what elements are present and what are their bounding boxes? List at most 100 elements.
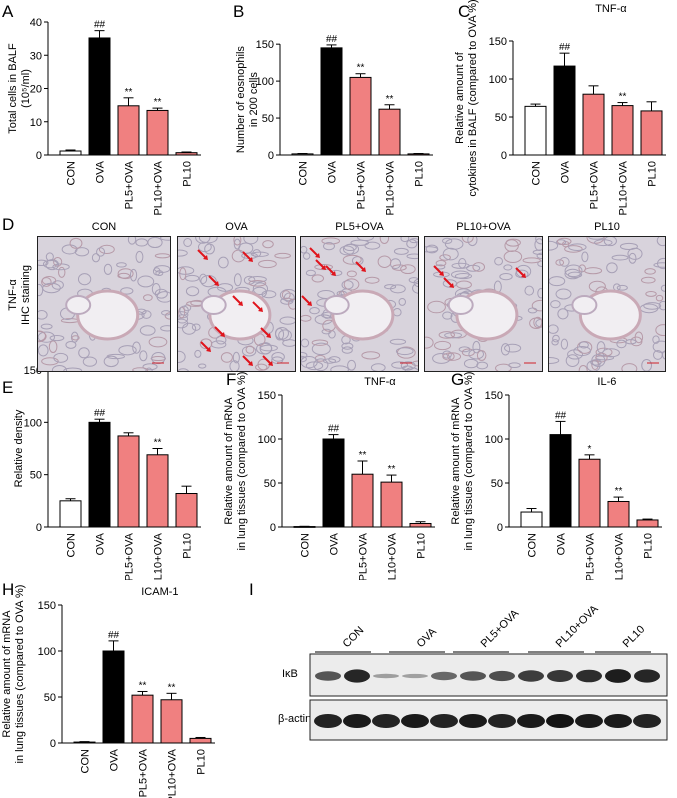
tissue-cell (195, 237, 211, 244)
vessel (200, 295, 227, 315)
tissue-cell (275, 328, 285, 341)
tissue-cell (588, 280, 606, 293)
y-tick-label: 50 (262, 113, 274, 125)
tissue-cell (660, 284, 665, 292)
tissue-cell (127, 237, 137, 245)
tissue-cell (652, 335, 660, 344)
category-label: OVA (95, 160, 107, 183)
y-tick-label: 30 (30, 50, 42, 62)
chart-g-il6-mrna: 0 50 100 150 Relative amount of mRNAin lung … (450, 372, 662, 580)
tissue-cell (377, 255, 392, 268)
ikb-band (373, 673, 399, 679)
tissue-cell (38, 283, 44, 297)
tissue-cell (317, 290, 335, 299)
tissue-cell (98, 244, 115, 255)
tissue-cell (142, 363, 158, 371)
tissue-cell (301, 356, 318, 369)
tissue-cell (153, 265, 170, 273)
tissue-cell (139, 325, 156, 336)
tissue-cell (321, 328, 332, 335)
tissue-cell (643, 302, 662, 310)
tissue-cell (45, 259, 60, 271)
staining-arrow (443, 277, 453, 287)
tissue-cell (524, 285, 535, 296)
tissue-cell (535, 318, 542, 328)
panel-letter-h: H (2, 580, 15, 599)
ihc-image (177, 236, 296, 372)
chart-f-tnf-mrna: 0 50 100 150 Relative amount of mRNAin lung … (223, 372, 435, 580)
bar (117, 435, 140, 528)
staining-arrow (515, 267, 525, 277)
tissue-cell (245, 345, 255, 354)
ihc-title: PL10+OVA (456, 221, 511, 233)
blot-row-label-ikb: IκB (282, 668, 298, 680)
ihc-tissue (425, 237, 542, 371)
tissue-cell (398, 297, 406, 306)
staining-arrow-head (220, 332, 225, 337)
tissue-cell (425, 244, 439, 254)
chart-title: TNF-α (364, 376, 396, 388)
tissue-cell (393, 247, 409, 255)
tissue-cell (411, 360, 418, 367)
staining-arrow (200, 341, 210, 351)
tissue-cell (311, 342, 331, 356)
tissue-cell (38, 344, 49, 357)
tissue-cell (508, 362, 521, 369)
tissue-cell (557, 308, 569, 320)
tissue-cell (555, 259, 565, 266)
blot-row-label-actin: β-actin (278, 713, 311, 725)
category-label: PL5+OVA (358, 532, 370, 580)
category-label: PL5+OVA (124, 532, 136, 580)
bar (407, 153, 430, 156)
tissue-cell (261, 290, 277, 299)
category-label: PL10+OVA (385, 160, 397, 215)
bar (524, 105, 547, 156)
tissue-cell (640, 276, 656, 284)
tissue-cell (217, 256, 229, 269)
tissue-cell (321, 237, 341, 245)
tissue-cell (552, 334, 560, 343)
staining-arrow-head (361, 267, 366, 272)
bar (636, 519, 659, 528)
tissue-cell (135, 238, 149, 247)
lane-group-label: PL5+OVA (479, 607, 522, 650)
tissue-cell (69, 237, 83, 249)
panel-letter-i: I (249, 580, 254, 599)
tissue-cell (200, 274, 217, 288)
significance-mark: ## (555, 410, 567, 421)
tissue-cell (233, 273, 242, 287)
staining-arrow-head (321, 265, 326, 270)
y-tick-label: 150 (38, 600, 56, 612)
staining-arrow-head (203, 255, 208, 260)
y-tick-label: 0 (268, 150, 274, 162)
tissue-cell (91, 253, 101, 263)
bar (378, 108, 401, 156)
staining-arrow-head (266, 333, 271, 338)
tissue-cell (178, 314, 189, 324)
tissue-cell (96, 247, 106, 257)
tissue-cell (178, 350, 186, 363)
category-label: PL10+OVA (153, 160, 165, 215)
tissue-cell (556, 237, 572, 246)
tissue-cell (41, 357, 59, 366)
tissue-cell (364, 241, 381, 250)
chart-a-total-cells: 0 10 20 30 40 Total cells in BALF(10⁵/ml) CON #… (7, 17, 201, 215)
tissue-cell (156, 291, 170, 303)
tissue-cell (311, 339, 329, 346)
bar (380, 481, 403, 528)
tissue-cell (379, 237, 390, 245)
staining-arrow (325, 265, 335, 275)
staining-arrow-head (331, 271, 336, 276)
tissue-cell (339, 245, 355, 256)
y-axis-label: Relative amount ofcytokines in BALF (com… (454, 0, 479, 197)
ihc-ylabel-text: TNF-αIHC staining (7, 265, 32, 325)
tissue-cell (252, 282, 269, 296)
tissue-cell (404, 367, 418, 371)
tissue-cell (616, 284, 628, 291)
tissue-cell (494, 256, 503, 266)
tissue-cell (143, 294, 153, 302)
tissue-cell (116, 262, 127, 268)
tissue-cell (194, 349, 202, 358)
actin-band (314, 714, 342, 728)
